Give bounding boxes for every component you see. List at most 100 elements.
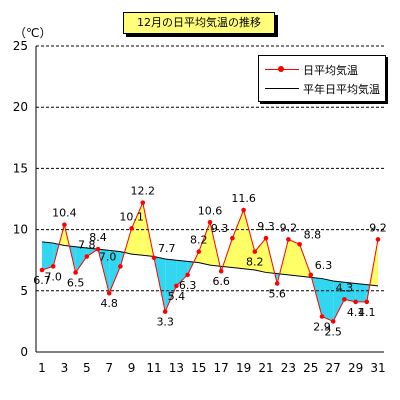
data-point-day-22: [274, 281, 280, 286]
data-point-day-15: [196, 249, 202, 254]
x-tick-label-9: 9: [128, 361, 136, 375]
data-labels: 6.77.010.46.57.88.44.87.010.112.27.73.35…: [33, 185, 387, 339]
data-point-day-29: [353, 299, 358, 305]
data-point-day-28: [342, 297, 347, 302]
data-label-day-9: 10.1: [119, 210, 144, 223]
data-point-day-7: [106, 290, 112, 296]
data-label-day-28: 4.3: [336, 281, 354, 294]
data-label-day-11: 7.7: [158, 242, 176, 255]
x-tick-label-27: 27: [326, 361, 341, 375]
data-point-day-18: [230, 235, 235, 241]
fill-segment: [198, 222, 210, 266]
data-point-day-12: [162, 309, 168, 314]
data-point-day-27: [330, 319, 336, 324]
fill-segment: [243, 210, 255, 270]
fill-segment: [254, 238, 266, 273]
legend-item-normal: 平年日平均気温: [263, 79, 383, 97]
data-point-day-24: [297, 241, 302, 247]
data-label-day-17: 6.6: [212, 275, 230, 288]
x-tick-label-17: 17: [214, 361, 229, 375]
legend-item-actual: 日平均気温: [263, 60, 383, 78]
data-label-day-6: 8.4: [89, 231, 107, 244]
data-label-day-5: 7.8: [78, 239, 96, 252]
fill-segment: [165, 258, 177, 312]
data-label-day-1: 6.7: [33, 274, 51, 287]
data-label-day-7: 4.8: [100, 297, 118, 310]
grid-lines: [36, 45, 384, 292]
data-point-day-13: [174, 283, 179, 289]
x-tick-label-13: 13: [169, 361, 184, 375]
y-tick-label-25: 25: [13, 39, 28, 53]
data-point-day-19: [241, 207, 246, 213]
y-tick-label-15: 15: [13, 161, 28, 175]
y-tick-label-10: 10: [13, 223, 28, 237]
legend: 日平均気温 平年日平均気温: [258, 55, 386, 102]
fill-segment: [344, 282, 356, 302]
x-tick-label-31: 31: [370, 361, 385, 375]
legend-label-normal: 平年日平均気温: [303, 83, 380, 96]
data-point-day-8: [118, 264, 123, 269]
data-label-day-2: 7.0: [44, 270, 62, 283]
data-point-day-5: [84, 254, 90, 259]
fill-segment: [288, 239, 300, 277]
x-tick-label-25: 25: [303, 361, 318, 375]
data-point-day-2: [50, 264, 56, 269]
data-label-day-16: 10.6: [198, 204, 223, 217]
fill-segment: [75, 246, 87, 273]
data-point-day-14: [185, 272, 190, 278]
x-tick-label-23: 23: [281, 361, 296, 375]
chart-title: 12月の日平均気温の推移: [123, 12, 275, 34]
data-point-day-26: [319, 314, 325, 319]
data-label-day-8: 7.0: [99, 250, 117, 263]
data-point-day-6: [95, 246, 101, 252]
x-tick-label-7: 7: [105, 361, 113, 375]
data-label-day-14: 6.3: [179, 279, 197, 292]
fill-segment: [42, 241, 54, 270]
data-point-day-17: [218, 268, 224, 274]
data-label-day-4: 6.5: [67, 276, 85, 289]
data-label-day-26: 2.9: [313, 321, 331, 334]
fill-segment: [176, 260, 188, 286]
data-label-day-31: 9.2: [369, 221, 387, 234]
data-label-day-3: 10.4: [52, 207, 77, 220]
x-tick-label-29: 29: [348, 361, 363, 375]
data-label-day-25: 6.3: [315, 259, 333, 272]
data-label-day-29: 4.1: [347, 306, 365, 319]
data-label-day-20: 8.2: [246, 256, 264, 269]
axes: [35, 46, 384, 353]
fill-segment: [322, 278, 334, 322]
x-tick-label-3: 3: [61, 361, 69, 375]
data-point-day-20: [252, 249, 258, 254]
data-label-day-22: 5.6: [268, 287, 286, 300]
x-tick-label-19: 19: [236, 361, 251, 375]
data-point-day-3: [62, 222, 67, 228]
fill-segment: [131, 202, 143, 256]
data-point-day-30: [364, 299, 370, 305]
data-point-day-1: [39, 267, 45, 273]
data-label-day-19: 11.6: [231, 192, 256, 205]
data-label-day-23: 9.2: [280, 221, 298, 234]
data-label-day-18: 9.3: [211, 222, 229, 235]
data-point-day-23: [286, 237, 291, 242]
data-point-day-31: [375, 237, 381, 242]
fill-segment: [355, 283, 367, 302]
data-point-day-10: [140, 200, 146, 205]
legend-label-actual: 日平均気温: [303, 64, 358, 77]
x-tick-label-1: 1: [38, 361, 46, 375]
data-label-day-15: 8.2: [190, 234, 208, 247]
x-tick-label-11: 11: [146, 361, 161, 375]
legend-marker-actual: [278, 66, 284, 72]
legend-line-normal: [265, 88, 299, 89]
data-point-day-21: [263, 235, 269, 241]
fill-segment: [232, 210, 244, 269]
data-label-day-24: 8.8: [304, 228, 322, 241]
data-point-day-4: [73, 270, 78, 275]
data-label-day-12: 3.3: [156, 316, 174, 329]
y-tick-label-5: 5: [20, 284, 28, 298]
data-label-day-27: 2.5: [324, 325, 342, 338]
data-label-day-13: 5.4: [168, 290, 186, 303]
x-tick-label-5: 5: [83, 361, 91, 375]
data-label-day-10: 12.2: [131, 185, 156, 198]
